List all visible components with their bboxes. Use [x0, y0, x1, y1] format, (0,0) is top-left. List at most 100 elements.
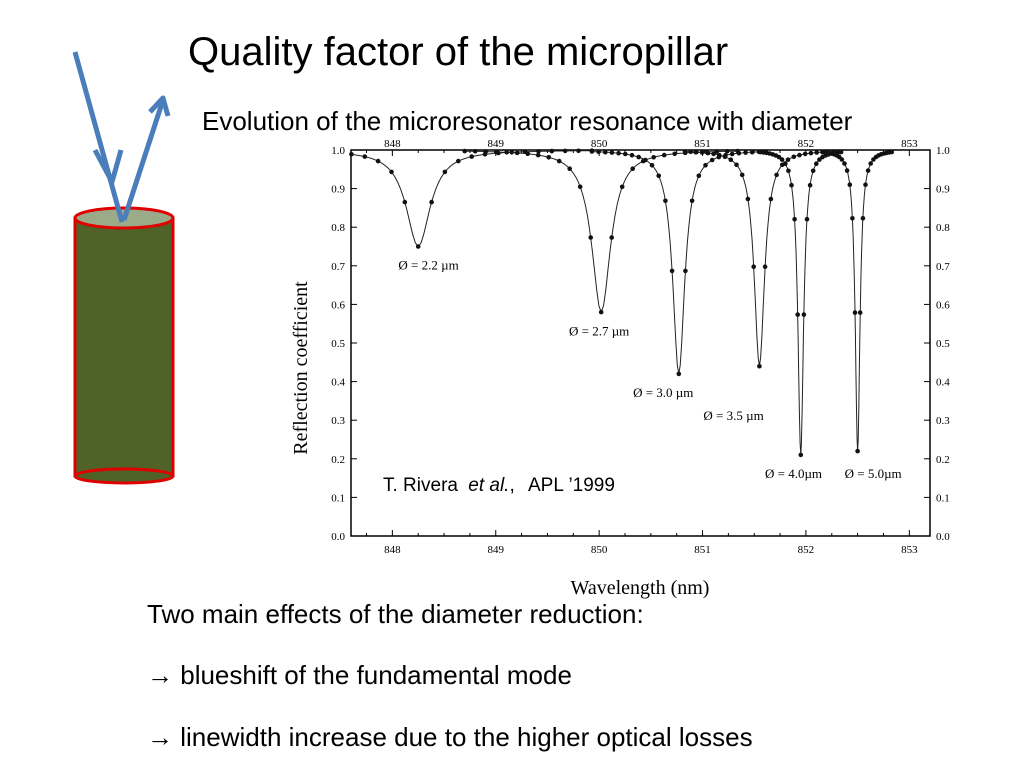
series-line — [351, 150, 592, 248]
data-point — [629, 152, 635, 158]
micropillar-illustration — [72, 51, 175, 485]
data-point — [504, 150, 509, 155]
data-point — [779, 157, 785, 162]
y-tick-label-right: 0.2 — [936, 454, 950, 466]
data-point — [736, 150, 742, 156]
data-point — [838, 149, 844, 155]
data-point — [676, 371, 682, 377]
data-point — [588, 235, 593, 240]
y-tick-label: 0.1 — [331, 492, 345, 504]
data-point — [362, 154, 368, 159]
series-label: Ø = 5.0µm — [845, 466, 902, 481]
data-point — [783, 161, 788, 166]
data-point — [863, 182, 868, 187]
data-point — [801, 312, 807, 317]
data-point — [762, 264, 768, 269]
effect-item: → blueshift of the fundamental mode — [147, 659, 572, 691]
y-tick-label-right: 1.0 — [936, 145, 950, 157]
effects-list: Two main effects of the diameter reducti… — [147, 598, 753, 752]
reflected-beam — [121, 99, 166, 221]
data-point — [456, 158, 461, 164]
data-point — [556, 158, 562, 164]
data-point — [855, 448, 860, 454]
data-point — [603, 149, 608, 155]
data-point — [462, 148, 467, 154]
data-point — [576, 148, 581, 154]
data-point — [768, 196, 774, 202]
y-tick-label: 0.9 — [331, 184, 345, 196]
data-point — [802, 151, 808, 157]
data-point — [672, 151, 677, 157]
data-point — [696, 173, 702, 179]
data-point — [596, 149, 601, 155]
data-point — [669, 268, 675, 274]
y-tick-label: 0.2 — [331, 454, 345, 466]
data-point — [852, 310, 858, 315]
y-tick-label-right: 0.3 — [936, 415, 950, 427]
series-label: Ø = 3.5 µm — [703, 408, 763, 423]
citation: T. Rivera et al., APL ’1999 — [383, 475, 615, 496]
data-point — [402, 199, 408, 205]
series-label: Ø = 3.0 µm — [633, 385, 693, 400]
data-point — [785, 157, 791, 162]
data-point — [734, 162, 739, 168]
x-tick-label-top: 849 — [488, 138, 505, 150]
x-tick-label: 850 — [591, 544, 608, 556]
series-label: Ø = 4.0µm — [765, 466, 822, 481]
data-point — [757, 363, 762, 369]
right-arrow-icon: → — [147, 722, 173, 752]
x-tick-label: 848 — [384, 544, 401, 556]
data-point — [797, 152, 802, 158]
data-point — [786, 168, 791, 174]
data-point — [630, 166, 635, 171]
y-tick-label: 0.5 — [331, 338, 345, 350]
data-point — [472, 149, 478, 154]
data-point — [682, 149, 688, 154]
series-label: Ø = 2.7 µm — [569, 323, 629, 338]
data-point — [694, 149, 699, 155]
data-point — [598, 309, 604, 315]
data-point — [817, 157, 822, 162]
series-label: Ø = 2.2 µm — [398, 258, 458, 273]
data-point — [724, 149, 730, 154]
data-point — [889, 149, 894, 155]
data-point — [525, 151, 530, 157]
data-point — [619, 184, 625, 190]
data-point — [865, 168, 871, 173]
data-point — [562, 148, 568, 154]
x-tick-label: 852 — [798, 544, 815, 556]
data-point — [536, 149, 541, 154]
data-point — [743, 150, 748, 155]
data-point — [469, 154, 474, 159]
data-point — [389, 169, 394, 175]
x-tick-label: 851 — [694, 544, 711, 556]
data-point — [850, 216, 855, 221]
data-point — [442, 169, 448, 175]
effects-heading: Two main effects of the diameter reducti… — [147, 599, 644, 629]
x-tick-label-top: 850 — [591, 138, 608, 150]
data-point — [810, 168, 816, 174]
data-point — [415, 244, 421, 249]
reflection-chart: 0.0 0.0 0.1 0.1 0.2 0.2 0.3 0.3 0.4 0.4 0.5 0.5 0.6 0… — [290, 138, 950, 599]
data-point — [375, 158, 381, 164]
data-point — [807, 182, 813, 188]
slide-title: Quality factor of the micropillar — [188, 30, 729, 74]
data-point — [663, 198, 668, 204]
data-point — [728, 157, 734, 162]
data-point — [589, 149, 595, 154]
x-tick-label: 853 — [901, 544, 918, 556]
y-tick-label-right: 0.6 — [936, 299, 950, 311]
series-line — [591, 151, 766, 374]
y-tick-label: 0.0 — [331, 531, 345, 543]
data-point — [745, 196, 751, 202]
data-point — [839, 157, 845, 162]
data-point — [776, 154, 782, 160]
y-tick-label-right: 0.4 — [936, 377, 950, 389]
data-point — [688, 149, 693, 154]
data-point — [699, 150, 705, 155]
x-tick-label: 849 — [488, 544, 505, 556]
series-line — [823, 151, 892, 452]
data-point — [623, 151, 628, 157]
data-point — [609, 150, 615, 155]
data-point — [804, 216, 810, 222]
